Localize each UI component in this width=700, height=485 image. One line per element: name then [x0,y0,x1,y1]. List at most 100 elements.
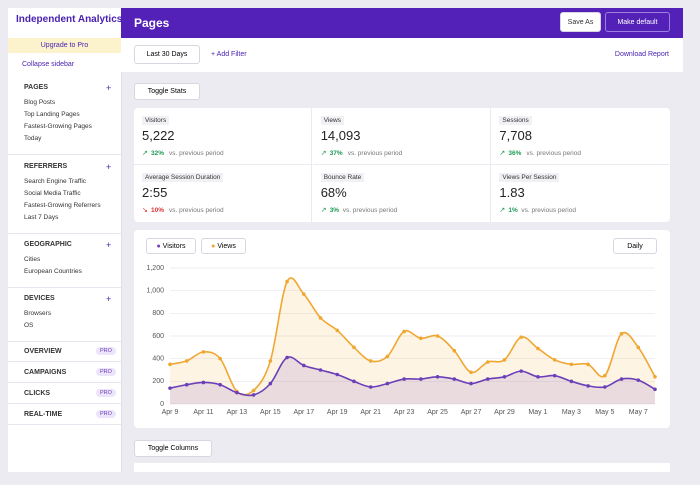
sidebar-link[interactable]: Browsers [24,310,52,317]
make-default-button[interactable]: Make default [605,12,670,32]
stat-value: 2:55 [142,185,168,200]
stat-change: 32% [151,150,165,157]
section-title[interactable]: GEOGRAPHIC [24,241,72,248]
data-point [402,329,406,334]
stat-change: 1% [508,207,518,214]
section-title[interactable]: OVERVIEW [24,348,62,355]
data-point [335,328,340,333]
data-point [368,359,373,363]
date-range-button[interactable]: Last 30 Days [134,45,200,64]
add-filter-button[interactable]: + Add Filter [211,51,247,58]
divider [8,287,121,288]
interval-dropdown[interactable]: Daily [613,238,657,254]
stat-change: 10% [151,207,165,214]
data-point [469,370,473,375]
sidebar-link[interactable]: Cities [24,256,41,263]
y-tick-label: 200 [152,378,164,385]
data-point [352,379,356,384]
data-point [519,369,524,373]
x-tick-label: Apr 9 [162,409,179,416]
x-tick-label: Apr 15 [260,409,281,416]
brand: Independent Analytics [16,14,123,25]
section-title[interactable]: REFERRERS [24,163,68,170]
section-add[interactable]: + [106,83,112,93]
toggle-columns-button[interactable]: Toggle Columns [134,440,212,457]
views-dropdown[interactable]: ● Views [201,238,246,254]
upgrade-link[interactable]: Upgrade to Pro [8,38,121,53]
data-point [419,336,423,341]
data-point [536,346,540,351]
x-tick-label: Apr 29 [494,409,515,416]
stat-value: 5,222 [142,128,175,143]
divider [8,424,121,425]
data-point [268,381,273,386]
legend-label: Visitors [162,242,186,250]
data-point [184,359,189,363]
stat-value: 68% [320,185,347,200]
sidebar-link[interactable]: OS [24,322,34,329]
sidebar-link[interactable]: European Countries [24,268,82,275]
stat-note: vs. previous period [526,150,581,157]
sidebar-link[interactable]: Social Media Traffic [24,190,81,197]
x-tick-label: May 1 [528,409,547,416]
x-tick-label: May 5 [595,409,614,416]
section-title[interactable]: DEVICES [24,295,55,302]
sidebar-link[interactable]: Fastest-Growing Pages [24,123,92,130]
stats-card: Visitors 5,222 ↗ 32% vs. previous period View… [134,108,670,222]
save-as-button[interactable]: Save As [560,12,601,32]
divider [8,403,121,404]
collapse-sidebar[interactable]: Collapse sidebar [22,61,75,68]
download-report[interactable]: Download Report [614,51,669,58]
data-point [218,382,222,387]
data-point [569,362,574,367]
trend-arrow: ↗ [320,207,327,214]
sidebar-link[interactable]: Search Engine Traffic [24,178,87,185]
sidebar-link[interactable]: Last 7 Days [24,214,59,221]
stat-label: Average Session Duration [142,173,224,182]
sidebar-link[interactable]: Blog Posts [24,99,56,106]
trend-arrow: ↘ [142,207,148,214]
data-point [168,386,172,390]
section-title[interactable]: REAL-TIME [24,411,63,418]
trend-arrow: ↗ [142,150,148,157]
x-tick-label: Apr 27 [461,409,482,416]
table-card [134,463,670,472]
section-title[interactable]: CLICKS [24,390,51,397]
stat-cell: Average Session Duration 2:55 ↘ 10% vs. prev… [134,165,312,222]
data-point [569,379,574,384]
section-title[interactable]: CAMPAIGNS [24,369,67,376]
data-point [435,375,440,379]
toggle-stats-button[interactable]: Toggle Stats [134,83,200,100]
section-add[interactable]: + [106,240,112,250]
sidebar-link[interactable]: Top Landing Pages [24,111,80,118]
x-tick-label: Apr 19 [327,409,348,416]
trend-arrow: ↗ [499,150,506,157]
series-area [170,356,655,404]
data-point [251,393,256,397]
stat-cell: Sessions 7,708 ↗ 36% vs. previous period [491,108,670,165]
section-add[interactable]: + [106,294,112,304]
section-add[interactable]: + [106,162,112,172]
data-point [469,381,473,386]
data-point [452,348,457,353]
divider [8,154,121,155]
stat-change: 37% [329,150,343,157]
stat-change: 36% [508,150,522,157]
x-tick-label: Apr 25 [427,409,448,416]
data-point [301,292,306,296]
sidebar-link[interactable]: Today [24,135,42,142]
section-title[interactable]: PAGES [24,84,48,91]
data-point [619,377,624,381]
data-point [435,334,440,338]
stat-value: 1.83 [499,185,525,200]
visitors-dropdown[interactable]: ● Visitors [146,238,196,254]
data-point [368,385,373,389]
data-point [251,388,256,393]
data-point [402,377,406,381]
sidebar-link[interactable]: Fastest-Growing Referrers [24,202,101,209]
stat-label: Views Per Session [499,173,560,182]
data-point [636,345,641,350]
y-tick-label: 1,200 [146,265,164,272]
data-point [603,385,607,389]
